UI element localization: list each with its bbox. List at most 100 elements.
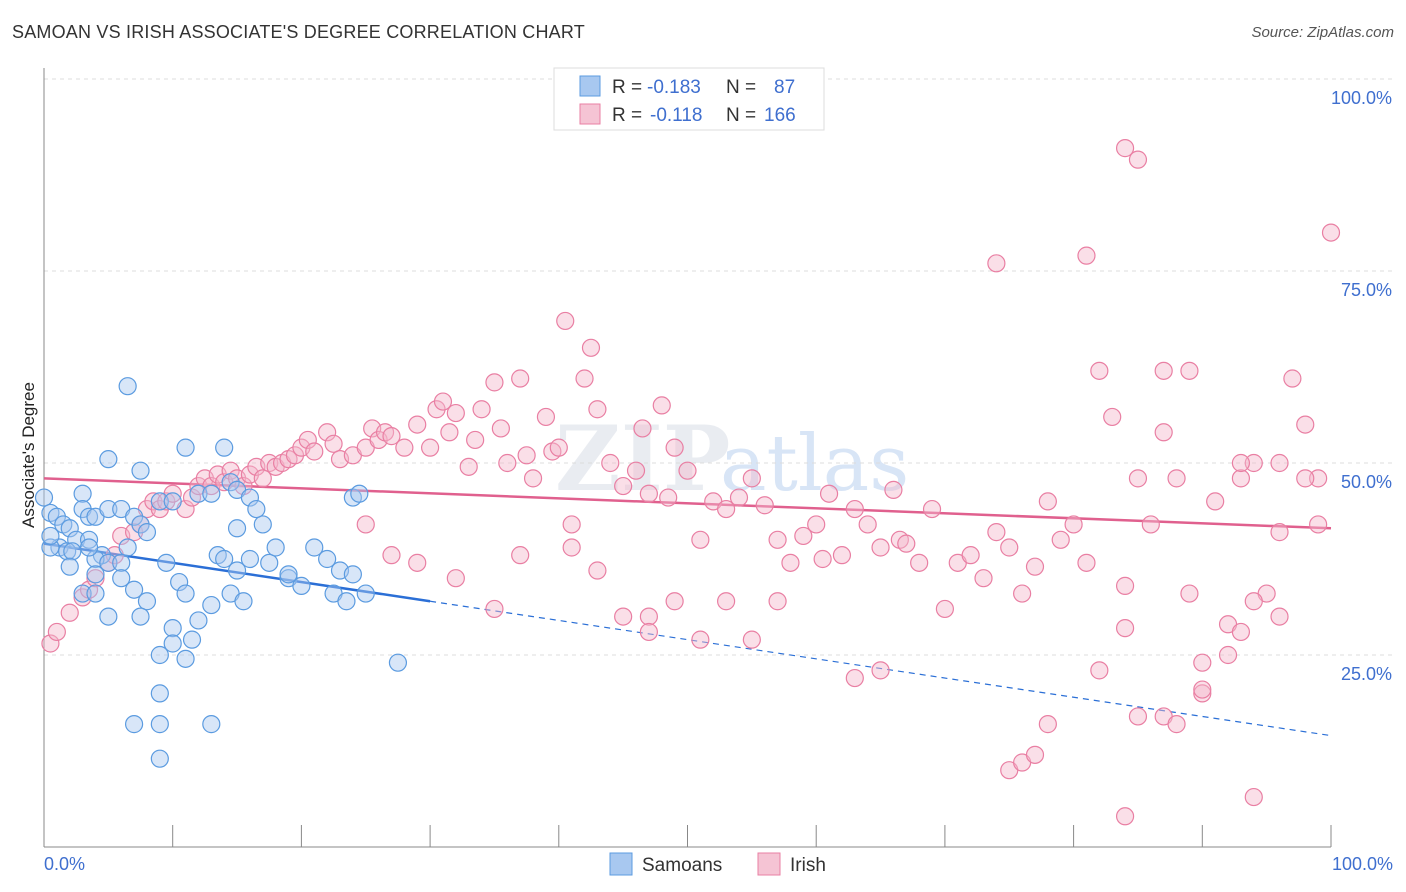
irish-point-166: [742, 630, 761, 649]
irish-point-51: [440, 423, 459, 442]
irish-point-82: [729, 488, 749, 507]
irish-point-61: [523, 469, 543, 488]
irish-point-149: [1270, 607, 1289, 626]
irish-point-120: [1193, 653, 1212, 672]
irish-point-137: [1167, 715, 1186, 734]
irish-point-68: [581, 338, 601, 357]
samoan-point-35: [170, 572, 189, 592]
samoan-points: [34, 377, 408, 768]
legend-irish-swatch: [757, 852, 781, 876]
irish-point-94: [871, 538, 890, 557]
irish-point-158: [871, 661, 890, 680]
samoan-point-6: [60, 519, 79, 538]
irish-point-112: [1090, 361, 1109, 380]
irish-point-119: [1180, 584, 1199, 603]
irish-point-109: [1051, 530, 1070, 549]
irish-point-99: [922, 499, 942, 519]
samoan-point-50: [99, 450, 118, 469]
irish-point-104: [987, 523, 1006, 542]
irish-point-102: [961, 546, 980, 565]
irish-point-128: [1296, 415, 1315, 434]
samoan-point-52: [131, 461, 150, 480]
irish-n-value: 166: [764, 105, 796, 126]
samoan-point-9: [63, 542, 82, 561]
samoan-point-61: [247, 499, 266, 519]
irish-point-138: [1193, 684, 1212, 703]
irish-points: [41, 139, 1341, 826]
irish-point-105: [1000, 538, 1019, 557]
irish-point-1: [47, 622, 66, 642]
samoan-point-28: [137, 523, 157, 542]
irish-point-151: [1115, 139, 1135, 158]
irish-point-87: [794, 526, 813, 546]
samoan-point-83: [227, 519, 247, 538]
irish-point-126: [1270, 523, 1289, 542]
irish-point-121: [1206, 492, 1225, 511]
irish-point-89: [813, 549, 832, 569]
irish-point-159: [845, 668, 864, 688]
irish-point-64: [549, 438, 568, 457]
irish-swatch: [579, 103, 601, 125]
irish-point-141: [1115, 619, 1135, 638]
legend-irish-label: Irish: [790, 855, 826, 876]
irish-point-118: [1167, 469, 1186, 488]
top-legend: R = -0.183 N = 87 R = -0.118 N = 166: [553, 67, 825, 131]
samoan-point-37: [189, 611, 208, 630]
irish-point-163: [639, 607, 658, 626]
samoan-point-72: [350, 484, 369, 503]
x-tick-labels: 0.0% 100.0%: [44, 854, 1393, 874]
irish-point-92: [845, 499, 864, 519]
irish-point-37: [318, 423, 337, 442]
samoan-point-53: [150, 492, 169, 511]
samoan-point-75: [124, 715, 144, 734]
samoan-point-80: [150, 645, 169, 665]
irish-point-84: [755, 496, 774, 515]
irish-point-0: [41, 634, 60, 653]
irish-point-172: [446, 569, 465, 588]
irish-point-93: [858, 515, 877, 534]
irish-point-148: [1231, 622, 1251, 642]
irish-point-153: [987, 254, 1006, 273]
legend-samoans-label: Samoans: [642, 855, 722, 876]
irish-point-140: [1193, 680, 1212, 699]
irish-point-117: [1154, 361, 1173, 380]
irish-point-91: [832, 546, 852, 565]
samoan-point-18: [99, 553, 118, 572]
irish-point-88: [807, 515, 826, 534]
samoan-point-62: [279, 565, 298, 584]
irish-point-171: [485, 599, 504, 619]
irish-point-139: [1244, 592, 1263, 611]
irish-point-46: [395, 438, 414, 457]
irish-point-161: [717, 592, 736, 611]
samoan-point-15: [79, 530, 99, 549]
irish-point-174: [382, 546, 401, 565]
irish-point-145: [1270, 453, 1289, 473]
irish-point-81: [717, 499, 736, 519]
irish-point-152: [1128, 150, 1148, 169]
samoan-point-55: [176, 438, 195, 457]
irish-point-107: [1025, 557, 1045, 576]
samoan-point-68: [356, 584, 375, 603]
irish-point-168: [588, 561, 607, 580]
samoan-r-label: R =: [612, 77, 642, 98]
y-axis-label: Associate's Degree: [19, 382, 38, 528]
y-tick-label-3: 25.0%: [1341, 664, 1392, 684]
irish-point-57: [491, 419, 510, 438]
samoan-point-47: [240, 549, 260, 569]
source-label: Source: ZipAtlas.com: [1251, 24, 1394, 41]
irish-point-129: [1309, 469, 1328, 488]
irish-point-156: [1244, 787, 1263, 807]
irish-point-123: [1231, 469, 1251, 488]
irish-point-2: [60, 603, 79, 622]
irish-point-108: [1038, 492, 1057, 511]
samoan-point-19: [86, 565, 105, 584]
samoan-point-34: [157, 553, 176, 572]
irish-point-78: [678, 461, 697, 480]
irish-point-65: [556, 311, 575, 331]
samoan-point-20: [60, 557, 79, 576]
irish-point-147: [1309, 515, 1328, 534]
irish-point-103: [974, 569, 993, 588]
irish-point-5: [86, 569, 105, 588]
irish-point-67: [575, 369, 594, 388]
